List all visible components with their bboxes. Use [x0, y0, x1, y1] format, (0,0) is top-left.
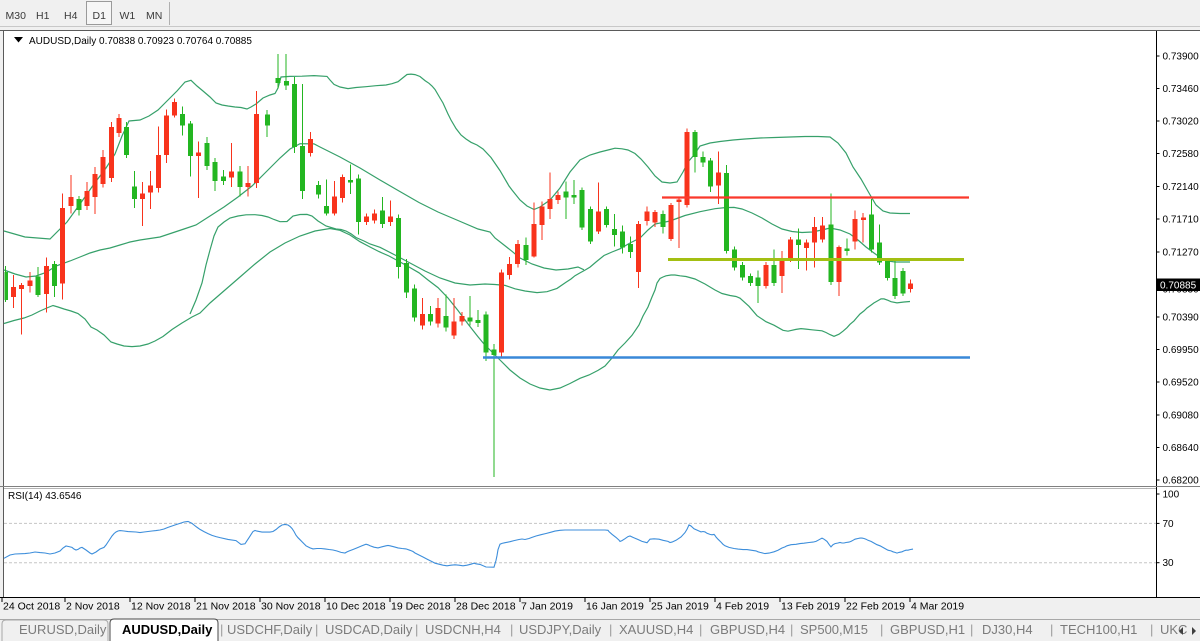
- svg-text:W1: W1: [120, 10, 136, 22]
- svg-text:4 Mar 2019: 4 Mar 2019: [911, 601, 964, 613]
- svg-text:|: |: [415, 622, 418, 637]
- svg-text:12 Nov 2018: 12 Nov 2018: [131, 601, 191, 613]
- svg-text:100: 100: [1163, 490, 1180, 501]
- svg-text:GBPUSD,H1: GBPUSD,H1: [890, 622, 965, 637]
- svg-text:25 Jan 2019: 25 Jan 2019: [651, 601, 709, 613]
- svg-text:0.70885: 0.70885: [1160, 281, 1197, 292]
- svg-text:RSI(14) 43.6546: RSI(14) 43.6546: [8, 491, 82, 502]
- svg-text:XAUUSD,H4: XAUUSD,H4: [619, 622, 693, 637]
- svg-text:28 Dec 2018: 28 Dec 2018: [456, 601, 516, 613]
- svg-text:AUDUSD,Daily 0.70838 0.70923: AUDUSD,Daily 0.70838 0.70923 0.70764 0.7…: [29, 36, 252, 47]
- svg-text:|: |: [880, 622, 883, 637]
- svg-text:0.71710: 0.71710: [1163, 215, 1200, 226]
- svg-text:MN: MN: [146, 10, 162, 22]
- svg-text:M30: M30: [6, 10, 27, 22]
- svg-text:|: |: [609, 622, 612, 637]
- svg-text:|: |: [790, 622, 793, 637]
- svg-text:|: |: [510, 622, 513, 637]
- svg-text:H4: H4: [64, 10, 78, 22]
- svg-text:GBPUSD,H4: GBPUSD,H4: [710, 622, 785, 637]
- svg-text:USDCNH,H4: USDCNH,H4: [425, 622, 501, 637]
- svg-text:|: |: [220, 622, 223, 637]
- svg-text:|: |: [970, 622, 973, 637]
- svg-text:30 Nov 2018: 30 Nov 2018: [261, 601, 321, 613]
- svg-text:H1: H1: [36, 10, 50, 22]
- svg-text:19 Dec 2018: 19 Dec 2018: [391, 601, 451, 613]
- svg-text:0.72580: 0.72580: [1163, 149, 1200, 160]
- svg-text:EURUSD,Daily: EURUSD,Daily: [19, 622, 107, 637]
- svg-text:21 Nov 2018: 21 Nov 2018: [196, 601, 256, 613]
- svg-text:D1: D1: [93, 10, 107, 22]
- svg-text:DJ30,H4: DJ30,H4: [982, 622, 1033, 637]
- svg-text:TECH100,H1: TECH100,H1: [1060, 622, 1137, 637]
- svg-text:|: |: [1150, 622, 1153, 637]
- svg-text:SP500,M15: SP500,M15: [800, 622, 868, 637]
- svg-text:USDJPY,Daily: USDJPY,Daily: [519, 622, 602, 637]
- svg-text:USDCAD,Daily: USDCAD,Daily: [325, 622, 413, 637]
- svg-text:70: 70: [1163, 519, 1175, 530]
- svg-text:0.69080: 0.69080: [1163, 411, 1200, 422]
- svg-text:0.69520: 0.69520: [1163, 378, 1200, 389]
- svg-text:13 Feb 2019: 13 Feb 2019: [781, 601, 840, 613]
- svg-text:0.73460: 0.73460: [1163, 84, 1200, 95]
- svg-text:0.69950: 0.69950: [1163, 345, 1200, 356]
- svg-text:UKC: UKC: [1160, 622, 1187, 637]
- svg-text:0.71270: 0.71270: [1163, 248, 1200, 259]
- svg-text:10 Dec 2018: 10 Dec 2018: [326, 601, 386, 613]
- svg-text:USDCHF,Daily: USDCHF,Daily: [227, 622, 313, 637]
- svg-text:0.68200: 0.68200: [1163, 476, 1200, 487]
- svg-text:|: |: [315, 622, 318, 637]
- svg-text:0.70390: 0.70390: [1163, 313, 1200, 324]
- svg-text:4 Feb 2019: 4 Feb 2019: [716, 601, 769, 613]
- svg-text:0.73900: 0.73900: [1163, 52, 1200, 63]
- svg-text:AUDUSD,Daily: AUDUSD,Daily: [122, 622, 213, 637]
- svg-text:2 Nov 2018: 2 Nov 2018: [66, 601, 120, 613]
- svg-text:0.72140: 0.72140: [1163, 182, 1200, 193]
- svg-text:30: 30: [1163, 558, 1175, 569]
- svg-text:|: |: [699, 622, 702, 637]
- svg-text:22 Feb 2019: 22 Feb 2019: [846, 601, 905, 613]
- svg-text:|: |: [1050, 622, 1053, 637]
- svg-text:0.73020: 0.73020: [1163, 117, 1200, 128]
- svg-text:16 Jan 2019: 16 Jan 2019: [586, 601, 644, 613]
- svg-text:24 Oct 2018: 24 Oct 2018: [3, 601, 60, 613]
- svg-text:0.68640: 0.68640: [1163, 443, 1200, 454]
- svg-text:7 Jan 2019: 7 Jan 2019: [521, 601, 573, 613]
